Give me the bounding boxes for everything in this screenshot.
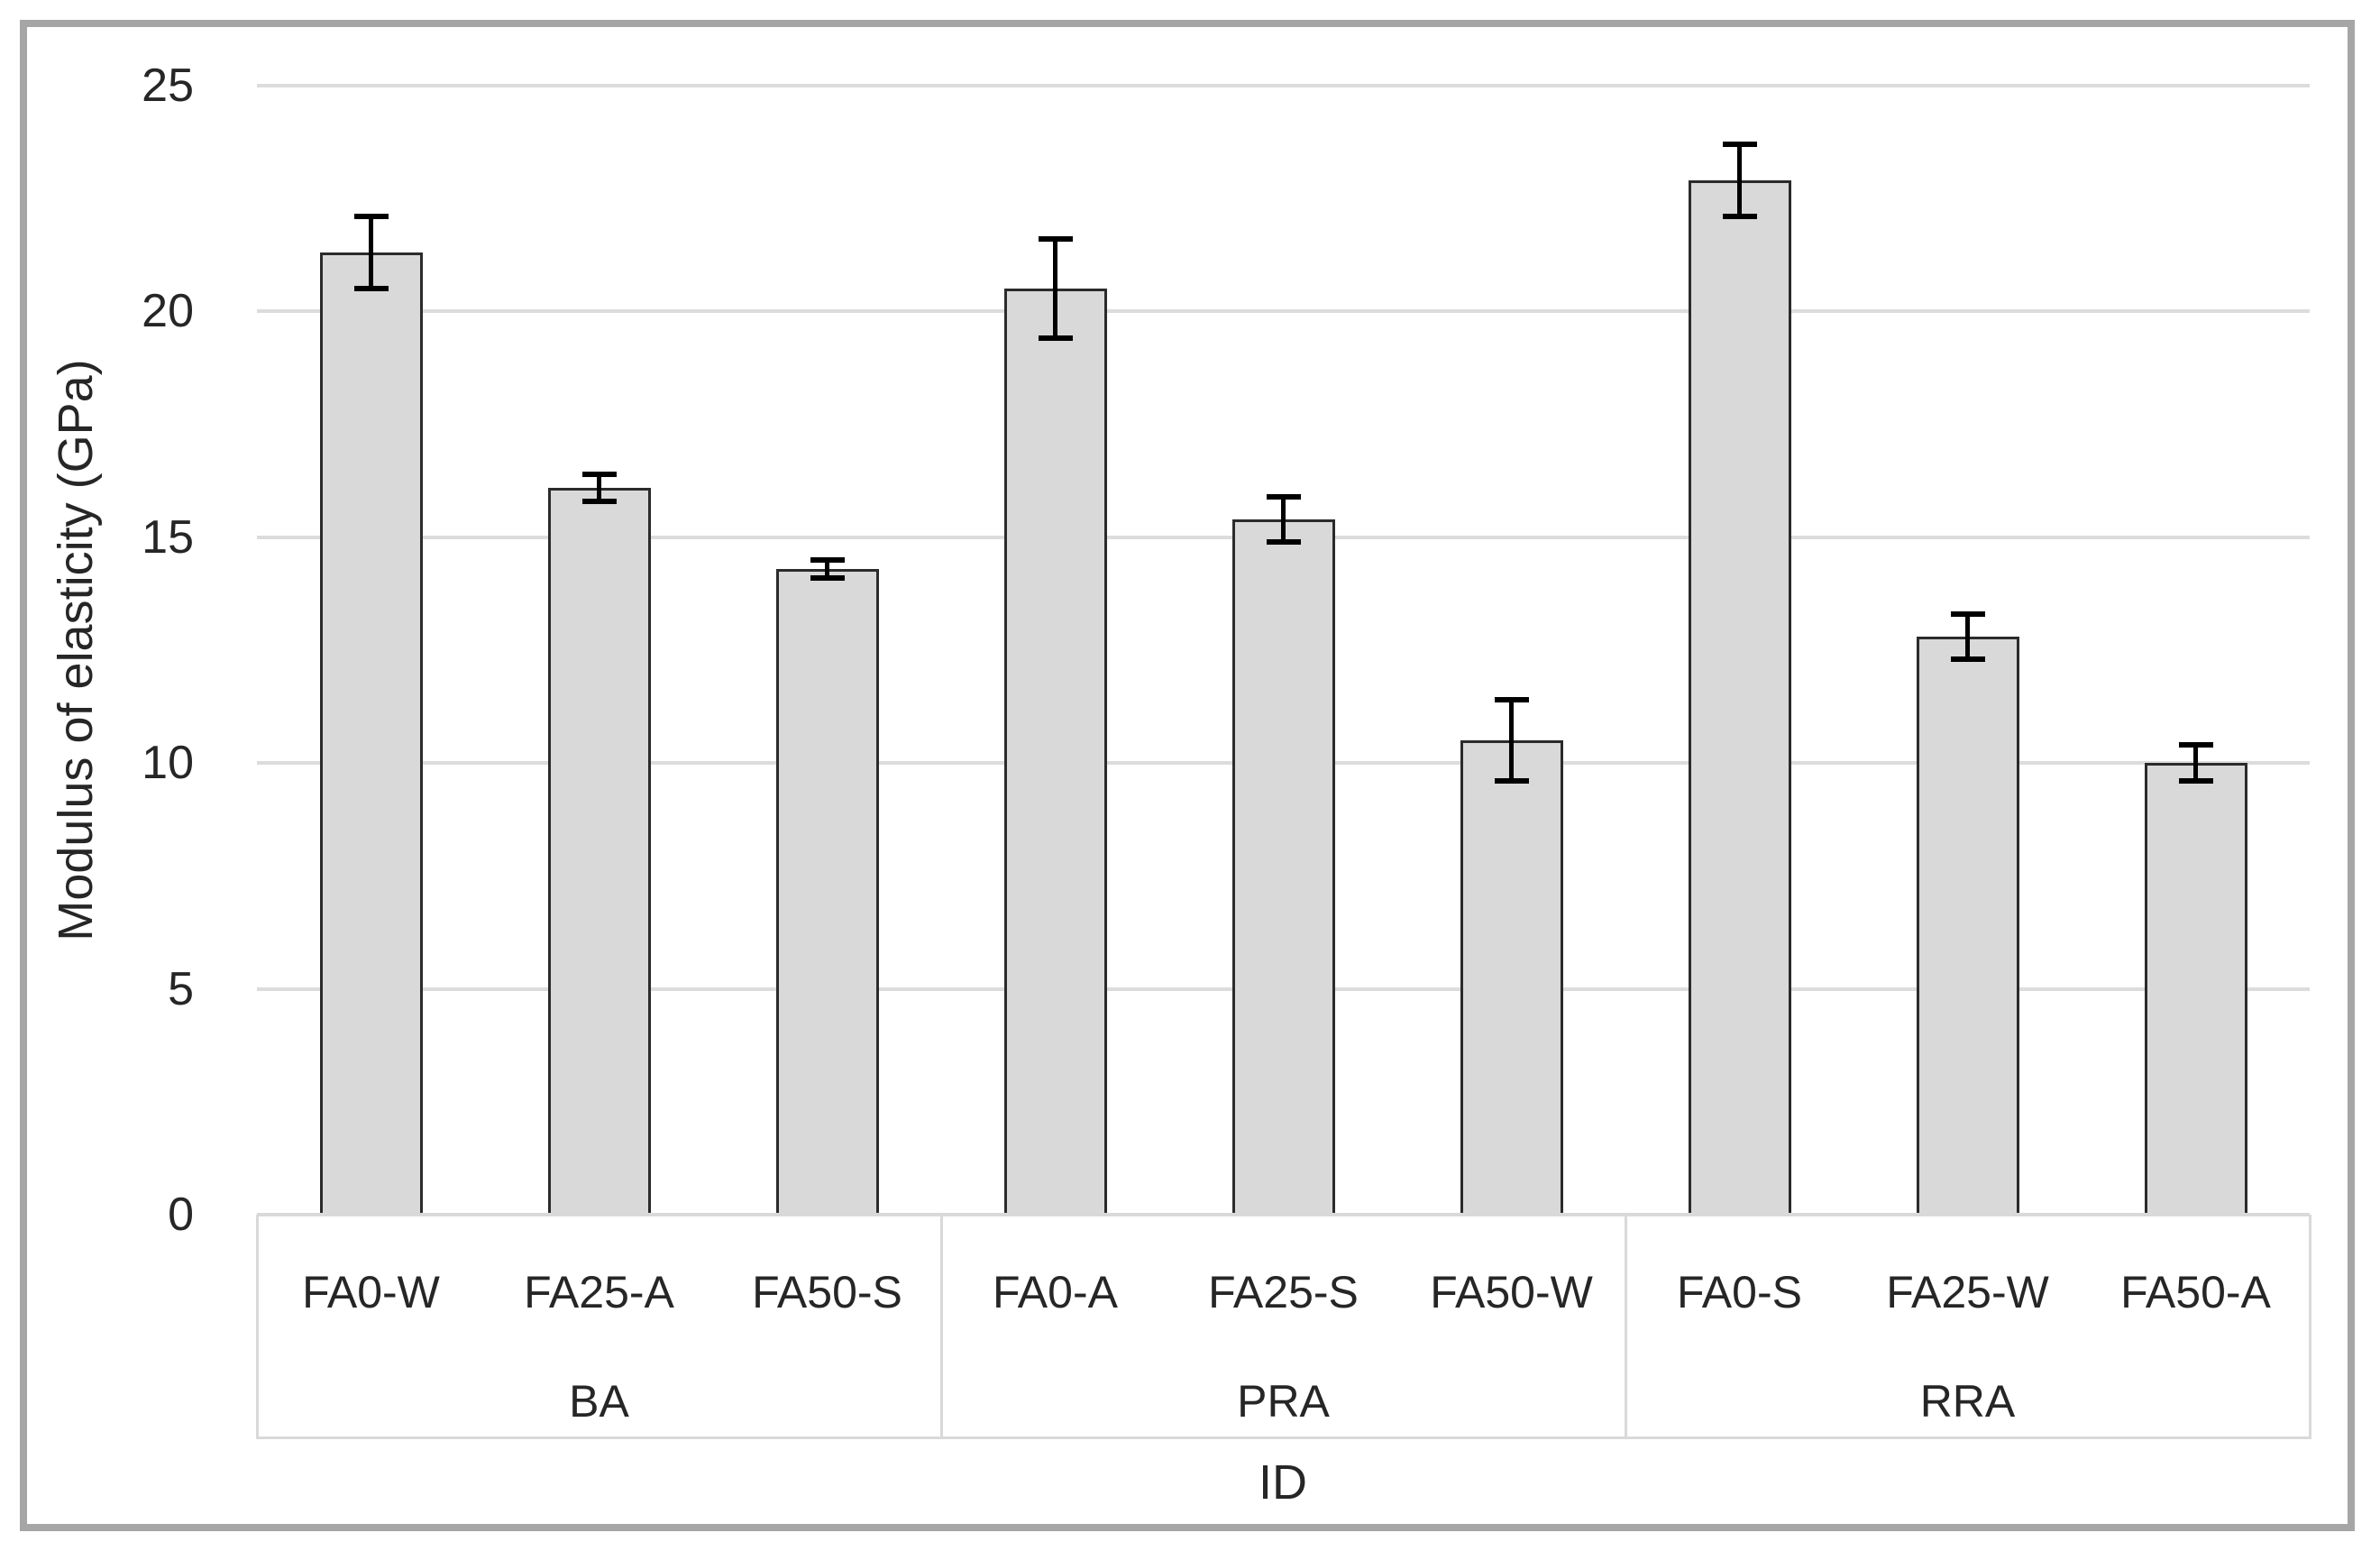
y-tick-label-25: 25 — [142, 60, 194, 112]
gridline-20 — [257, 309, 2310, 314]
category-label-FA0-A: FA0-A — [993, 1267, 1118, 1317]
x-axis-title: ID — [1259, 1455, 1307, 1510]
error-bar-bottom-cap-FA0-W — [353, 286, 389, 292]
category-label-FA50-A: FA50-A — [2120, 1267, 2271, 1317]
bar-FA25-W — [1916, 636, 2019, 1215]
category-label-FA50-W: FA50-W — [1430, 1267, 1593, 1317]
category-group-divider-1 — [939, 1215, 943, 1439]
category-label-FA25-W: FA25-W — [1886, 1267, 2049, 1317]
y-axis-title: Modulus of elasticity (GPa) — [49, 359, 103, 941]
bar-FA0-S — [1688, 180, 1791, 1215]
category-label-FA50-S: FA50-S — [752, 1267, 902, 1317]
category-group-divider-0 — [255, 1215, 259, 1439]
error-bar-FA0-A — [1053, 239, 1057, 339]
y-tick-label-5: 5 — [168, 962, 194, 1015]
bar-FA25-A — [547, 487, 651, 1215]
y-tick-label-15: 15 — [142, 510, 194, 564]
error-bar-top-cap-FA0-A — [1038, 236, 1073, 243]
error-bar-top-cap-FA50-S — [810, 556, 845, 563]
error-bar-FA50-W — [1509, 700, 1514, 782]
category-table-bottom-line — [257, 1436, 2310, 1439]
error-bar-bottom-cap-FA0-A — [1038, 335, 1073, 342]
bar-FA0-A — [1003, 289, 1107, 1215]
error-bar-FA0-S — [1737, 144, 1742, 217]
error-bar-top-cap-FA25-S — [1266, 493, 1301, 500]
category-group-divider-2 — [1624, 1215, 1627, 1439]
y-tick-label-20: 20 — [142, 285, 194, 338]
group-label-RRA: RRA — [1919, 1376, 2016, 1427]
bar-FA50-W — [1460, 740, 1563, 1215]
bar-FA0-W — [319, 252, 423, 1215]
error-bar-bottom-cap-FA50-W — [1494, 778, 1529, 785]
error-bar-bottom-cap-FA50-S — [810, 574, 845, 581]
error-bar-FA25-W — [1965, 613, 1970, 659]
y-tick-label-0: 0 — [168, 1188, 194, 1241]
category-label-FA0-W: FA0-W — [302, 1267, 440, 1317]
bar-FA25-S — [1231, 519, 1335, 1215]
category-label-FA0-S: FA0-S — [1677, 1267, 1802, 1317]
gridline-25 — [257, 84, 2310, 87]
error-bar-bottom-cap-FA25-W — [1950, 656, 1985, 663]
error-bar-FA25-A — [597, 473, 601, 501]
error-bar-top-cap-FA25-A — [581, 471, 617, 477]
error-bar-bottom-cap-FA25-S — [1266, 538, 1301, 545]
error-bar-FA50-S — [825, 559, 829, 578]
category-label-FA25-A: FA25-A — [524, 1267, 674, 1317]
error-bar-FA50-A — [2193, 745, 2198, 782]
bar-FA50-A — [2144, 763, 2247, 1215]
error-bar-top-cap-FA0-S — [1722, 142, 1757, 148]
error-bar-bottom-cap-FA25-A — [581, 498, 617, 504]
error-bar-bottom-cap-FA50-A — [2178, 778, 2213, 785]
error-bar-top-cap-FA50-A — [2178, 742, 2213, 748]
bar-FA50-S — [775, 568, 879, 1215]
y-tick-label-10: 10 — [142, 737, 194, 790]
error-bar-top-cap-FA0-W — [353, 214, 389, 220]
error-bar-top-cap-FA50-W — [1494, 697, 1529, 703]
error-bar-top-cap-FA25-W — [1950, 610, 1985, 617]
group-label-PRA: PRA — [1237, 1376, 1330, 1427]
group-label-BA: BA — [569, 1376, 629, 1427]
category-label-FA25-S: FA25-S — [1208, 1267, 1359, 1317]
error-bar-FA0-W — [369, 216, 373, 289]
category-group-divider-3 — [2308, 1215, 2311, 1439]
x-axis-line — [257, 1213, 2310, 1216]
error-bar-bottom-cap-FA0-S — [1722, 214, 1757, 220]
error-bar-FA25-S — [1281, 496, 1286, 542]
